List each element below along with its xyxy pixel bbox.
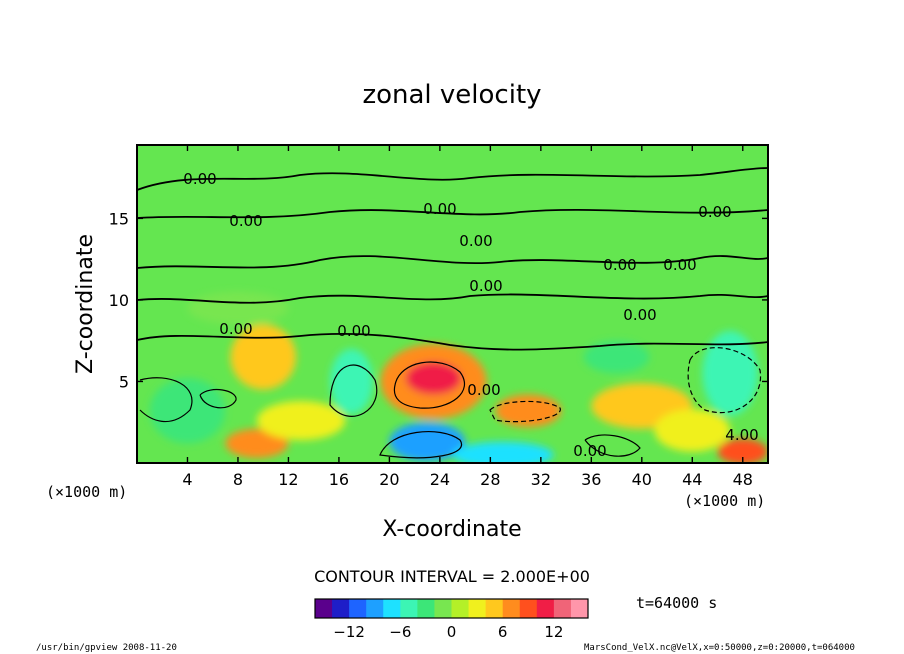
colorbar-swatch bbox=[400, 599, 418, 618]
colorbar-swatch bbox=[383, 599, 401, 618]
contour-label-12: 0.00 bbox=[573, 442, 606, 460]
contour-line-7 bbox=[489, 400, 561, 423]
contour-label-9: 0.00 bbox=[337, 322, 370, 340]
x-tick-label: 4 bbox=[182, 470, 192, 489]
colorbar-swatch bbox=[502, 599, 521, 618]
contour-label-8: 0.00 bbox=[219, 320, 252, 338]
x-tick-label: 28 bbox=[480, 470, 500, 489]
contour-label-11: 4.00 bbox=[725, 426, 758, 444]
x-tick-label: 44 bbox=[682, 470, 702, 489]
contour-line-5 bbox=[329, 364, 378, 417]
field-blob-9 bbox=[702, 330, 758, 416]
contour-label-7: 0.00 bbox=[623, 306, 656, 324]
colorbar-frame bbox=[314, 598, 589, 619]
field-blob-10 bbox=[717, 438, 768, 463]
colorbar-tick-label: 0 bbox=[447, 623, 457, 641]
field-blobs bbox=[149, 291, 768, 463]
colorbar-tick-label: 12 bbox=[544, 623, 563, 641]
footer-left: /usr/bin/gpview 2008-11-20 bbox=[36, 643, 177, 653]
colorbar-swatch bbox=[553, 599, 572, 618]
contour-label-6: 0.00 bbox=[469, 277, 502, 295]
colorbar-swatch bbox=[434, 599, 452, 618]
colorbar-tick-label: 6 bbox=[498, 623, 508, 641]
colorbar-tick-label: −6 bbox=[389, 623, 411, 641]
field-blob-3 bbox=[405, 361, 462, 395]
colorbar bbox=[315, 599, 589, 618]
contour-line-9 bbox=[199, 388, 237, 409]
x-tick-label: 32 bbox=[531, 470, 551, 489]
chart-title: zonal velocity bbox=[362, 80, 541, 110]
y-axis-ticks: 5 10 15 bbox=[109, 209, 768, 391]
field-blob-4 bbox=[495, 394, 562, 428]
contour-line-10 bbox=[139, 377, 193, 423]
contour-line-2 bbox=[137, 255, 768, 269]
colorbar-swatch bbox=[570, 599, 589, 618]
contour-labels: 0.000.00 0.000.000.000.000.000.000.00 0.00… bbox=[183, 170, 758, 460]
colorbar-swatch bbox=[349, 599, 367, 618]
contour-line-3 bbox=[137, 293, 768, 304]
contour-label-13: 0.00 bbox=[603, 256, 636, 274]
contour-line-6 bbox=[393, 361, 466, 409]
contour-line-12 bbox=[584, 434, 641, 457]
colorbar-swatch bbox=[536, 599, 555, 618]
contour-line-1 bbox=[137, 208, 768, 219]
contour-label-3: 0.00 bbox=[229, 212, 262, 230]
x-tick-label: 8 bbox=[233, 470, 243, 489]
contour-label-4: 0.00 bbox=[459, 232, 492, 250]
contour-label-0: 0.00 bbox=[183, 170, 216, 188]
field-blob-1 bbox=[149, 378, 226, 444]
colorbar-swatch bbox=[366, 599, 384, 618]
colorbar-swatch bbox=[468, 599, 487, 618]
x-tick-label: 12 bbox=[278, 470, 298, 489]
footer-right: MarsCond_VelX.nc@VelX,x=0:50000,z=0:2000… bbox=[584, 643, 855, 653]
contour-label-2: 0.00 bbox=[698, 203, 731, 221]
colorbar-swatch bbox=[451, 599, 470, 618]
contour-line-11 bbox=[687, 347, 762, 414]
x-axis-title: X-coordinate bbox=[382, 517, 521, 542]
colorbar-ticks: −12 −6 0 6 12 bbox=[333, 623, 563, 641]
contour-label-1: 0.00 bbox=[423, 200, 456, 218]
field-blob-7 bbox=[452, 441, 554, 463]
colorbar-swatch bbox=[417, 599, 435, 618]
x-unit-label-right: (×1000 m) bbox=[684, 492, 765, 510]
field-blob-12 bbox=[187, 291, 289, 325]
x-axis-ticks: 4 8 12 16 20 24 28 32 36 40 44 48 bbox=[182, 145, 753, 489]
x-unit-label: (×1000 m) bbox=[46, 483, 127, 501]
contour-line-0 bbox=[137, 167, 768, 191]
field-blob-6 bbox=[389, 422, 466, 462]
field-blob-14 bbox=[256, 401, 346, 441]
x-tick-label: 40 bbox=[632, 470, 652, 489]
contour-label-5: 0.00 bbox=[663, 256, 696, 274]
x-tick-label: 48 bbox=[733, 470, 753, 489]
x-tick-label: 16 bbox=[329, 470, 349, 489]
field-blob-5 bbox=[330, 348, 373, 415]
time-label: t=64000 s bbox=[636, 594, 717, 612]
plot-frame bbox=[136, 144, 769, 464]
contour-line-4 bbox=[137, 332, 768, 351]
y-tick-label: 5 bbox=[119, 372, 129, 391]
colorbar-swatch bbox=[315, 599, 333, 618]
y-tick-label: 10 bbox=[109, 291, 129, 310]
field-blob-15 bbox=[654, 409, 731, 452]
contour-line-8 bbox=[379, 430, 463, 459]
field-blob-0 bbox=[230, 324, 297, 390]
plot-area bbox=[137, 145, 768, 463]
contour-label-10: 0.00 bbox=[467, 381, 500, 399]
colorbar-tick-label: −12 bbox=[333, 623, 365, 641]
x-tick-label: 20 bbox=[379, 470, 399, 489]
y-axis-title: Z-coordinate bbox=[73, 234, 98, 374]
contour-interval-label: CONTOUR INTERVAL = 2.000E+00 bbox=[314, 567, 590, 586]
field-blob-8 bbox=[225, 428, 289, 459]
colorbar-swatch bbox=[485, 599, 504, 618]
x-tick-label: 24 bbox=[430, 470, 450, 489]
field-blob-11 bbox=[583, 340, 650, 374]
x-tick-label: 36 bbox=[581, 470, 601, 489]
contour-lines bbox=[137, 167, 768, 459]
colorbar-swatch bbox=[332, 599, 350, 618]
y-tick-label: 15 bbox=[109, 209, 129, 228]
colorbar-swatch bbox=[519, 599, 538, 618]
